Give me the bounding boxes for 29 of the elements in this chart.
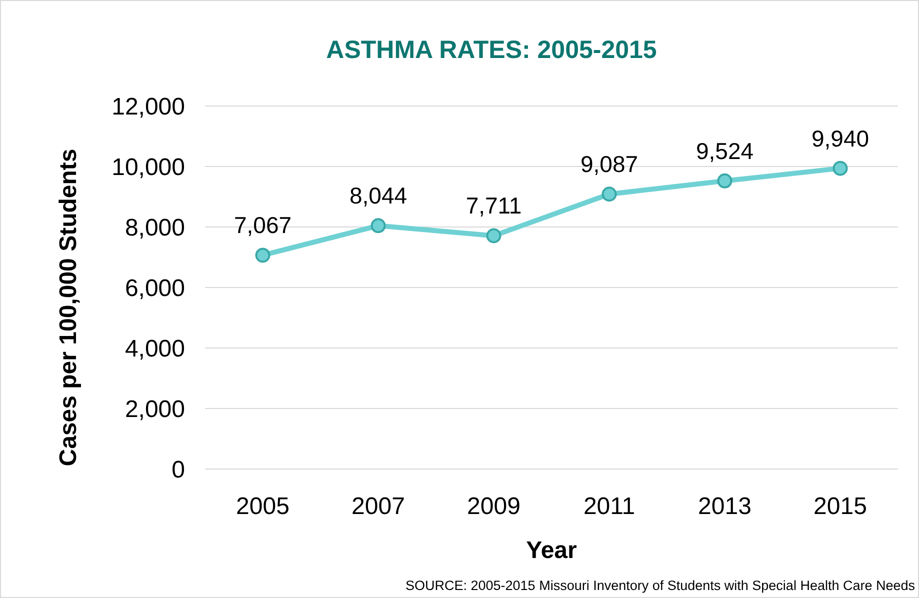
point [832,160,848,176]
y-tick-label: 12,000 [112,93,185,120]
y-tick-label: 2,000 [124,396,185,423]
data-label: 9,524 [696,138,754,164]
x-tick-label: 2005 [236,493,290,520]
x-tick-label: 2009 [467,493,520,520]
y-tick-label: 0 [172,456,185,484]
data-label: 9,940 [811,125,870,152]
data-label: 7,711 [466,192,522,219]
x-axis-title: Year [526,537,577,564]
y-tick-label: 6,000 [124,274,185,302]
point [370,218,386,234]
source-note: SOURCE: 2005-2015 Missouri Inventory of Students with Special Health Care Needs [406,578,916,593]
data-label: 8,044 [349,182,408,209]
chart-title: ASTHMA RATES: 2005-2015 [326,36,657,64]
x-tick-label: 2013 [698,493,752,520]
y-tick-label: 10,000 [112,154,185,181]
point [255,248,270,263]
point [717,173,732,188]
point [602,186,617,202]
x-tick-label: 2011 [583,493,636,520]
x-tick-label: 2007 [352,493,405,520]
y-axis-title: Cases per 100,000 Students [55,148,82,466]
x-tick-label: 2015 [814,493,867,520]
data-label: 9,087 [580,151,638,178]
y-tick-label: 4,000 [124,335,185,362]
point [486,228,502,244]
data-label: 7,067 [234,212,292,238]
y-tick-label: 8,000 [124,214,185,242]
